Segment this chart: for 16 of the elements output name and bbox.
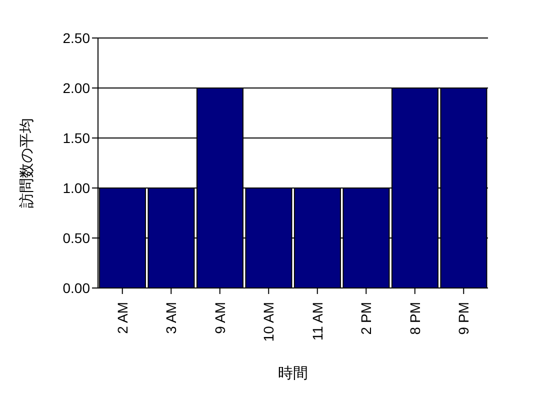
- x-tick-label: 11 AM: [309, 302, 326, 341]
- y-tick-label: 2.00: [62, 80, 90, 96]
- y-tick-label: 2.50: [62, 30, 90, 46]
- y-tick-label: 1.50: [62, 130, 90, 146]
- y-tick-label: 0.00: [62, 280, 90, 296]
- x-tick-label: 2 AM: [114, 302, 130, 334]
- x-tick-label: 9 AM: [212, 302, 228, 334]
- y-tick-label: 1.00: [62, 180, 90, 196]
- x-tick-label: 3 AM: [163, 302, 180, 334]
- x-tick-label: 2 PM: [358, 302, 374, 335]
- y-tick-label: 0.50: [62, 230, 90, 246]
- y-axis-title: 訪問数の平均: [18, 118, 36, 208]
- x-tick-label: 9 PM: [456, 302, 472, 335]
- x-axis-title: 時間: [278, 365, 308, 382]
- x-tick-label: 8 PM: [406, 302, 423, 335]
- x-tick-label: 10 AM: [260, 302, 277, 342]
